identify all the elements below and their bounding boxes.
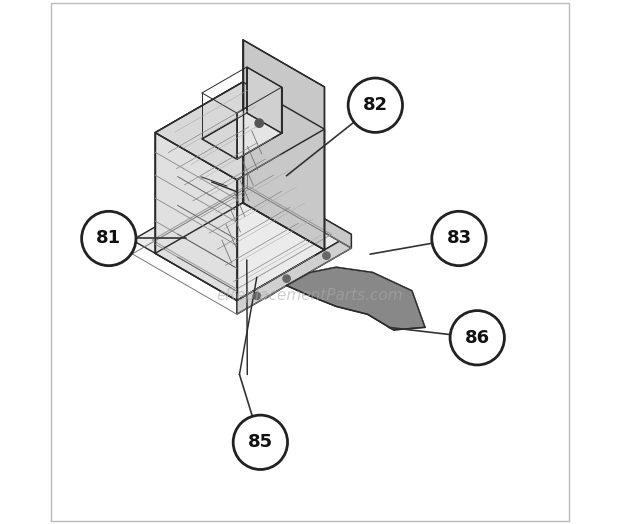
Polygon shape [286,267,425,330]
Polygon shape [237,87,281,159]
Text: eReplacementParts.com: eReplacementParts.com [216,289,404,303]
Text: 83: 83 [446,230,471,247]
Polygon shape [237,234,352,314]
Text: 85: 85 [248,433,273,451]
Circle shape [255,119,264,127]
Polygon shape [132,174,352,300]
Polygon shape [202,113,281,159]
Circle shape [450,311,505,365]
Circle shape [283,275,290,282]
Polygon shape [243,40,324,250]
Text: 86: 86 [464,329,490,347]
Circle shape [323,252,330,259]
Text: 82: 82 [363,96,388,114]
Polygon shape [155,133,237,300]
Polygon shape [243,82,294,233]
Polygon shape [155,82,243,253]
Circle shape [432,211,486,266]
Circle shape [348,78,402,133]
Polygon shape [247,67,281,133]
Circle shape [253,292,260,300]
Circle shape [233,415,288,470]
Text: 81: 81 [96,230,122,247]
Circle shape [82,211,136,266]
Polygon shape [155,82,324,180]
Polygon shape [247,174,352,248]
